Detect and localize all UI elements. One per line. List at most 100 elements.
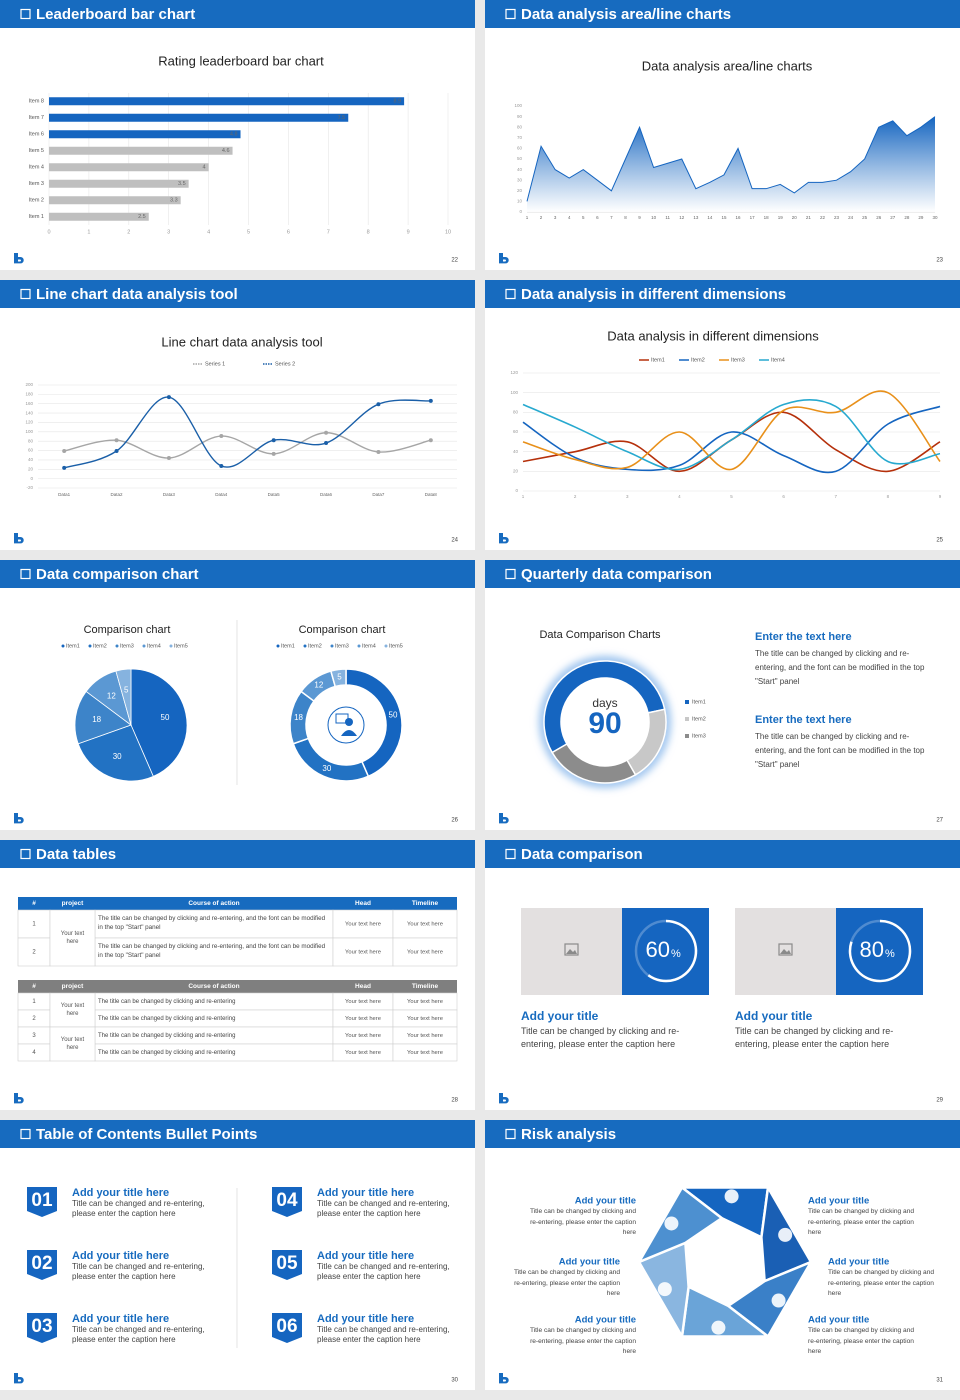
table-header — [18, 980, 457, 993]
table-cell — [17, 937, 51, 967]
y-tick-label: 100 — [514, 103, 522, 108]
y-tick-label: 160 — [25, 401, 33, 406]
point — [62, 449, 67, 454]
data-label: 18 — [92, 715, 101, 724]
y-tick-label: 40 — [28, 457, 34, 462]
row-number: 2 — [32, 950, 36, 956]
y-tick-label: Item 6 — [29, 132, 44, 138]
item-title: Add your title — [808, 1315, 869, 1326]
x-tick-label: 2 — [540, 215, 543, 220]
item-title: Add your title here — [72, 1187, 169, 1199]
row-action: The title can be changed by clicking and… — [98, 943, 326, 959]
number-badge — [27, 1250, 57, 1280]
y-tick-label: 60 — [28, 448, 34, 453]
item-body: Title can be changed and re-entering, pl… — [72, 1199, 205, 1218]
series-line — [522, 390, 941, 471]
table-cell — [332, 937, 394, 967]
data-label: 4.8 — [230, 132, 238, 138]
item-body: Title can be changed and re-entering, pl… — [317, 1199, 450, 1218]
chart-title: Comparison chart — [84, 624, 171, 636]
point — [324, 441, 329, 446]
header-title: Data tables — [36, 846, 116, 863]
card-body-box: Title can be changed by clicking and re-… — [521, 1026, 679, 1049]
item-number: 03 — [31, 1316, 52, 1337]
hex-icon — [771, 1293, 786, 1308]
point — [324, 430, 329, 435]
header-bar — [0, 840, 475, 868]
header-title: Data comparison — [521, 846, 643, 863]
legend-label: Series 1 — [205, 361, 225, 367]
icon-body — [341, 730, 357, 736]
item-body: Title can be changed by clicking and re-… — [808, 1327, 915, 1355]
x-tick-label: 9 — [638, 215, 641, 220]
item-body: Title can be changed and re-entering, pl… — [72, 1262, 205, 1281]
row-head: Your text here — [345, 1033, 381, 1039]
x-tick-label: 22 — [820, 215, 826, 220]
x-tick-label: 24 — [848, 215, 854, 220]
legend-label: Item3 — [692, 733, 706, 739]
y-tick-label: Item 8 — [29, 99, 44, 105]
row-action-box: The title can be changed by clicking and… — [98, 943, 326, 959]
point — [219, 463, 224, 468]
logo — [499, 813, 509, 824]
ring-unit: % — [885, 948, 895, 960]
column-header: Head — [355, 983, 371, 990]
x-tick-label: 6 — [782, 494, 785, 499]
data-label: 8.9 — [393, 99, 401, 105]
hex-segment — [637, 1186, 724, 1264]
y-tick-label: 200 — [25, 382, 33, 387]
logo — [14, 1093, 24, 1104]
number-badge — [272, 1313, 302, 1343]
x-tick-label: 17 — [750, 215, 756, 220]
bar — [49, 146, 233, 155]
hex-icon — [778, 1227, 793, 1242]
slide: Data analysis in different dimensions25D… — [485, 280, 960, 550]
item-number: 04 — [276, 1190, 298, 1211]
item-body-box: Title can be changed by clicking and re-… — [530, 1208, 636, 1236]
row-action-box: The title can be changed by clicking and… — [98, 915, 325, 931]
legend-swatch — [88, 644, 92, 648]
chart-title: Rating leaderboard bar chart — [158, 53, 324, 68]
slide: Quarterly data comparison 27 Data Comparis… — [485, 560, 960, 830]
row-number: 3 — [32, 1033, 36, 1039]
y-tick-label: 80 — [513, 410, 519, 415]
ring-value: 60 — [646, 937, 670, 962]
x-tick-label: Data5 — [268, 492, 281, 497]
card-title: Add your title — [521, 1009, 599, 1023]
x-tick-label: Data3 — [163, 492, 176, 497]
x-tick-label: 16 — [736, 215, 742, 220]
slide: Data tables 28 # project Course of action Hea… — [0, 840, 475, 1110]
slice — [77, 724, 154, 782]
table-cell — [49, 992, 96, 1028]
x-tick-label: 10 — [651, 215, 657, 220]
header-title: Table of Contents Bullet Points — [36, 1126, 257, 1143]
bar — [49, 163, 209, 172]
x-tick-label: 6 — [596, 215, 599, 220]
data-label: 2.5 — [138, 214, 146, 220]
icon-ring — [327, 706, 365, 744]
column-header: project — [62, 900, 85, 907]
item-number: 05 — [276, 1253, 298, 1274]
row-project-box: Your text here — [61, 931, 84, 945]
y-tick-label: 80 — [28, 438, 34, 443]
page-number: 29 — [936, 1098, 943, 1104]
point — [114, 438, 119, 443]
legend-label: Item4 — [771, 357, 785, 363]
data-label: 30 — [322, 764, 331, 773]
slide: Leaderboard bar chart 22 Rating leaderboar… — [0, 0, 475, 270]
x-tick-label: 6 — [287, 229, 290, 235]
item-number: 06 — [276, 1316, 297, 1337]
ring-arc — [647, 919, 698, 983]
column-header: Course of action — [188, 900, 239, 907]
item-body: Title can be changed by clicking and re-… — [529, 1327, 636, 1355]
block-body-box: The title can be changed by clicking and… — [755, 649, 924, 686]
x-tick-label: 8 — [887, 494, 890, 499]
x-tick-label: 7 — [610, 215, 613, 220]
point — [114, 449, 119, 454]
bar — [49, 196, 181, 205]
column-header: Timeline — [412, 900, 439, 907]
data-label: 30 — [113, 752, 122, 761]
page-number: 27 — [936, 818, 943, 824]
data-label: 12 — [314, 681, 323, 690]
